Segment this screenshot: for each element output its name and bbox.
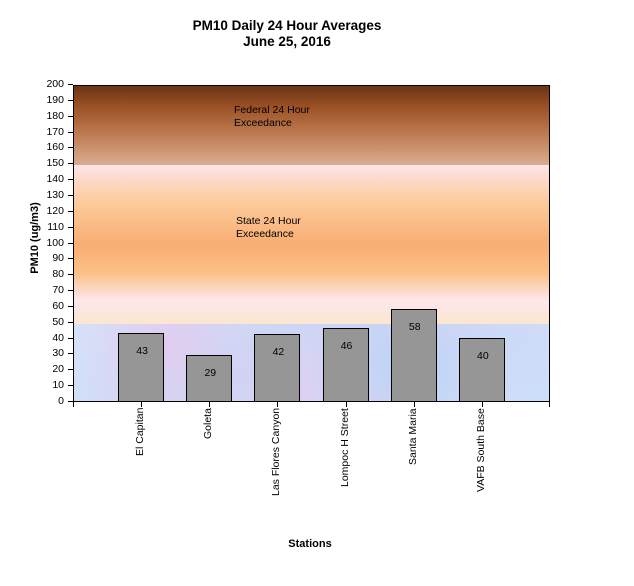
bar-value-label: 29 [204, 367, 217, 380]
x-axis-label: Stations [288, 538, 332, 550]
bar-value-label: 46 [340, 340, 353, 353]
y-tick-label: 100 [46, 236, 64, 249]
y-tick [68, 401, 73, 402]
chart-title: PM10 Daily 24 Hour Averages June 25, 201… [0, 18, 574, 50]
y-tick-label: 70 [52, 284, 64, 297]
y-tick [68, 227, 73, 228]
y-tick-label: 140 [46, 173, 64, 186]
plot-area: Federal 24 Hour Exceedance State 24 Hour… [73, 85, 550, 402]
y-tick [68, 243, 73, 244]
y-tick-label: 20 [52, 363, 64, 376]
x-tick [209, 402, 210, 407]
y-tick [68, 195, 73, 196]
y-tick [68, 322, 73, 323]
y-tick [68, 353, 73, 354]
x-category-label: El Capitan [134, 407, 147, 456]
state-band-label-line2: Exceedance [236, 228, 294, 240]
chart-title-main: PM10 Daily 24 Hour Averages [192, 18, 382, 33]
y-tick-label: 30 [52, 347, 64, 360]
y-tick [68, 100, 73, 101]
bar-vafb-south-base [458, 337, 505, 401]
y-tick-label: 200 [46, 78, 64, 90]
state-exceedance-band [74, 165, 549, 325]
bar-goleta [186, 355, 233, 401]
federal-band-label-line2: Exceedance [234, 117, 292, 129]
bar-value-label: 42 [272, 346, 285, 359]
y-tick-label: 170 [46, 125, 64, 138]
y-tick-label: 10 [52, 379, 64, 392]
x-tick [277, 402, 278, 407]
federal-band-label-line1: Federal 24 Hour [234, 104, 310, 116]
x-tick [141, 402, 142, 407]
bar-santa-maria [390, 309, 437, 401]
y-tick [68, 179, 73, 180]
y-tick-label: 40 [52, 331, 64, 344]
y-tick-label: 60 [52, 299, 64, 312]
bar-lompoc-h-street [322, 328, 369, 401]
y-tick [68, 116, 73, 117]
x-category-label: Las Flores Canyon [270, 407, 283, 496]
x-tick [549, 402, 550, 407]
y-tick [68, 258, 73, 259]
y-tick [68, 147, 73, 148]
chart-title-date: June 25, 2016 [243, 34, 331, 49]
federal-band-label: Federal 24 Hour Exceedance [234, 104, 310, 130]
y-tick-label: 50 [52, 315, 64, 328]
y-tick-label: 120 [46, 204, 64, 217]
y-tick [68, 306, 73, 307]
y-tick-label: 80 [52, 268, 64, 281]
bar-las-flores-canyon [254, 334, 301, 401]
y-tick-label: 110 [47, 220, 64, 233]
x-category-label: Santa Maria [406, 408, 419, 465]
y-tick [68, 163, 73, 164]
bar-value-label: 43 [136, 344, 148, 357]
y-tick-label: 180 [46, 109, 64, 122]
state-band-label: State 24 Hour Exceedance [236, 215, 301, 241]
y-tick-label: 130 [46, 188, 64, 201]
federal-exceedance-band [74, 86, 549, 166]
y-tick [68, 338, 73, 339]
y-tick-label: 90 [52, 252, 64, 265]
y-tick [68, 274, 73, 275]
state-band-label-line1: State 24 Hour [236, 215, 301, 227]
y-tick [68, 132, 73, 133]
x-tick [414, 402, 415, 407]
y-tick [68, 369, 73, 370]
y-tick [68, 84, 73, 85]
x-category-label: Goleta [202, 408, 215, 439]
bar-value-label: 40 [477, 349, 489, 362]
x-category-label: VAFB South Base [474, 408, 487, 492]
y-tick-label: 190 [46, 93, 64, 106]
y-tick [68, 290, 73, 291]
x-category-label: Lompoc H Street [338, 408, 351, 487]
x-tick [346, 402, 347, 407]
y-tick [68, 211, 73, 212]
y-tick-label: 150 [46, 157, 64, 170]
x-tick [482, 402, 483, 407]
bar-el-capitan [118, 332, 165, 401]
bar-value-label: 58 [408, 321, 421, 334]
y-tick-label: 160 [46, 141, 64, 154]
y-tick-label: 0 [58, 395, 64, 407]
x-tick [73, 402, 74, 407]
y-tick [68, 385, 73, 386]
